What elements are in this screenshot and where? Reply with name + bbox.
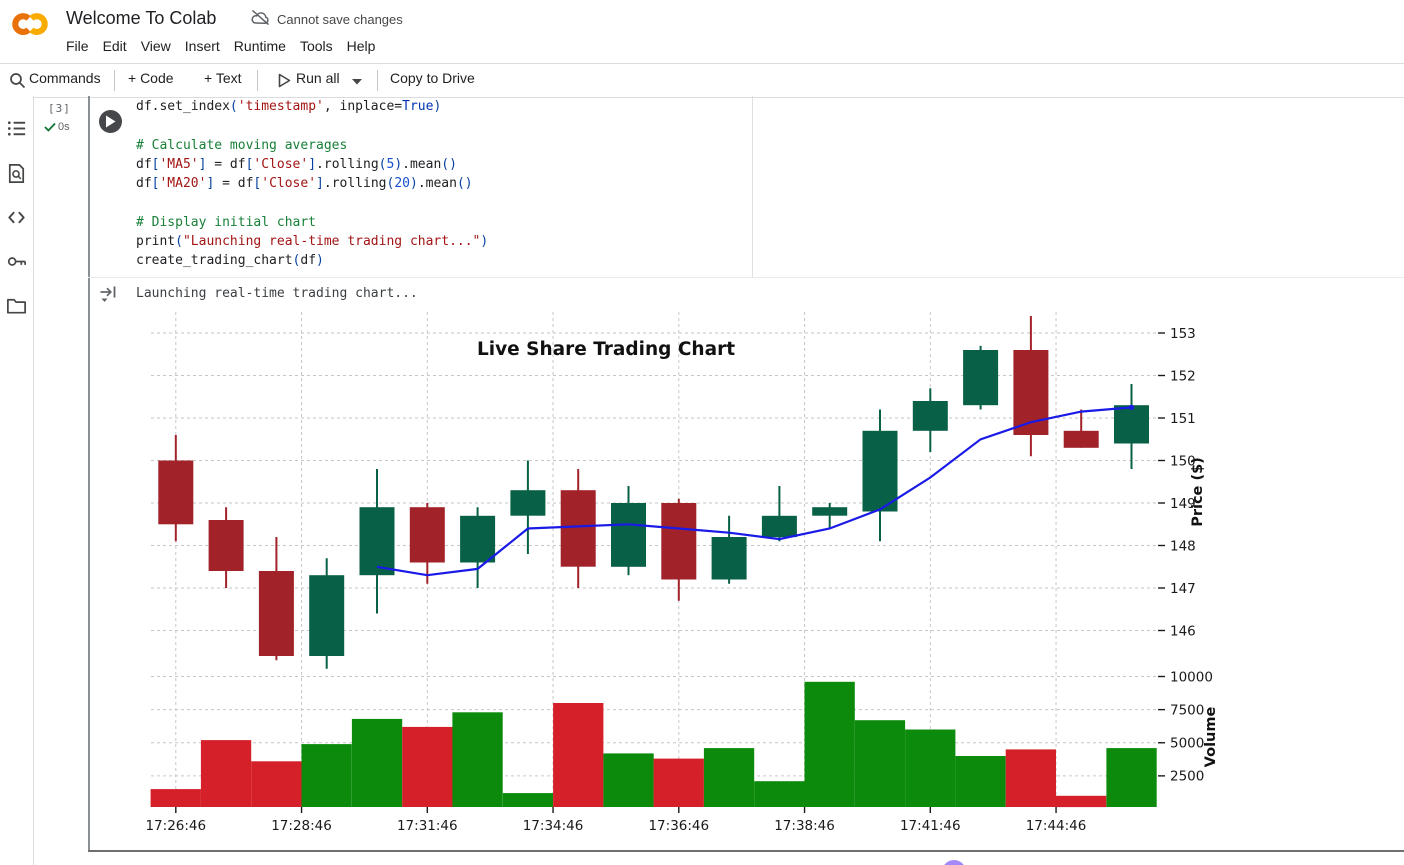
cell-border [88, 96, 90, 852]
trading-chart-figure: 146 147 148 149 150 151 152 153 2500 5000 7500 1000… [88, 300, 1404, 860]
notebook-toolbar: Commands + Code + Text Run all Copy to D… [0, 63, 1404, 98]
volume-bars [150, 681, 1157, 808]
code-snippets-icon[interactable] [5, 206, 28, 229]
svg-text:151: 151 [1170, 411, 1196, 427]
chart-gridlines [151, 312, 1156, 807]
trading-chart-svg: 146 147 148 149 150 151 152 153 2500 5000 7500 1000… [145, 312, 1219, 834]
svg-text:152: 152 [1170, 368, 1196, 384]
toolbar-divider [114, 70, 115, 91]
svg-text:17:34:46: 17:34:46 [523, 818, 584, 834]
menu-insert[interactable]: Insert [184, 38, 220, 54]
run-all-button[interactable]: Run all [296, 70, 340, 86]
menu-file[interactable]: File [66, 38, 89, 54]
execution-count: [3] [48, 102, 71, 115]
output-bottom-border [88, 850, 1404, 852]
code-line[interactable]: df['MA20'] = df['Close'].rolling(20).mea… [136, 176, 473, 192]
price-axis-label: Price ($) [1190, 457, 1206, 527]
code-editor[interactable]: df.set_index('timestamp', inplace=True) … [136, 97, 488, 271]
svg-text:17:44:46: 17:44:46 [1026, 818, 1087, 834]
svg-text:149: 149 [1170, 496, 1196, 512]
run-all-play-icon [278, 73, 291, 88]
code-line[interactable]: # Calculate moving averages [136, 137, 348, 153]
left-sidebar [0, 96, 34, 865]
code-line[interactable]: # Display initial chart [136, 214, 317, 230]
notebook-title[interactable]: Welcome To Colab [66, 8, 217, 28]
add-code-button[interactable]: + Code [128, 70, 174, 86]
execution-time: 0s [58, 121, 70, 133]
svg-text:147: 147 [1170, 581, 1196, 597]
save-status-text[interactable]: Cannot save changes [277, 12, 403, 27]
code-line[interactable] [136, 116, 488, 135]
menu-view[interactable]: View [140, 38, 171, 54]
svg-text:5000: 5000 [1170, 736, 1204, 752]
cloud-off-icon [251, 9, 269, 26]
code-line[interactable]: create_trading_chart(df) [136, 253, 324, 269]
menu-bar: File Edit View Insert Runtime Tools Help [0, 34, 375, 58]
svg-text:17:38:46: 17:38:46 [774, 818, 835, 834]
candlesticks [158, 316, 1149, 669]
copy-to-drive-button[interactable]: Copy to Drive [390, 70, 475, 86]
execution-success-check-icon [44, 122, 56, 132]
table-of-contents-icon[interactable] [5, 117, 28, 140]
svg-text:17:31:46: 17:31:46 [397, 818, 458, 834]
code-line[interactable]: print("Launching real-time trading chart… [136, 234, 489, 250]
svg-text:150: 150 [1170, 453, 1196, 469]
svg-text:148: 148 [1170, 538, 1196, 554]
svg-text:10000: 10000 [1170, 669, 1213, 685]
code-line[interactable]: df.set_index('timestamp', inplace=True) [136, 99, 442, 114]
chevron-down-icon[interactable] [351, 78, 363, 86]
run-cell-button[interactable] [99, 110, 122, 133]
code-line[interactable] [136, 193, 488, 212]
menu-edit[interactable]: Edit [102, 38, 127, 54]
chart-title: Live Share Trading Chart [477, 339, 735, 360]
add-text-button[interactable]: + Text [204, 70, 242, 86]
colab-logo [12, 13, 48, 35]
toolbar-divider [377, 70, 378, 91]
svg-text:7500: 7500 [1170, 702, 1204, 718]
secrets-key-icon[interactable] [5, 250, 28, 273]
files-folder-icon[interactable] [5, 294, 28, 317]
cell-output-icon[interactable] [99, 285, 118, 303]
code-line[interactable]: df['MA5'] = df['Close'].rolling(5).mean(… [136, 156, 457, 172]
ma5-line [376, 404, 1135, 577]
stdout-text: Launching real-time trading chart... [136, 286, 418, 301]
svg-text:17:26:46: 17:26:46 [145, 818, 206, 834]
menu-help[interactable]: Help [346, 38, 376, 54]
svg-text:153: 153 [1170, 326, 1196, 342]
find-in-document-icon[interactable] [5, 162, 28, 185]
svg-text:17:28:46: 17:28:46 [271, 818, 332, 834]
editor-divider [752, 96, 753, 277]
search-icon [10, 73, 26, 89]
svg-text:146: 146 [1170, 623, 1196, 639]
svg-text:2500: 2500 [1170, 769, 1204, 785]
menu-runtime[interactable]: Runtime [233, 38, 286, 54]
output-divider [88, 277, 1404, 278]
chart-axes: 146 147 148 149 150 151 152 153 2500 5000 7500 1000… [145, 326, 1212, 834]
commands-button[interactable]: Commands [29, 70, 101, 86]
toolbar-divider [257, 70, 258, 91]
menu-tools[interactable]: Tools [299, 38, 333, 54]
svg-text:17:41:46: 17:41:46 [900, 818, 961, 834]
gemini-spark-button[interactable] [942, 860, 966, 865]
volume-axis-label: Volume [1203, 707, 1219, 768]
svg-text:17:36:46: 17:36:46 [648, 818, 709, 834]
play-icon [106, 115, 116, 128]
